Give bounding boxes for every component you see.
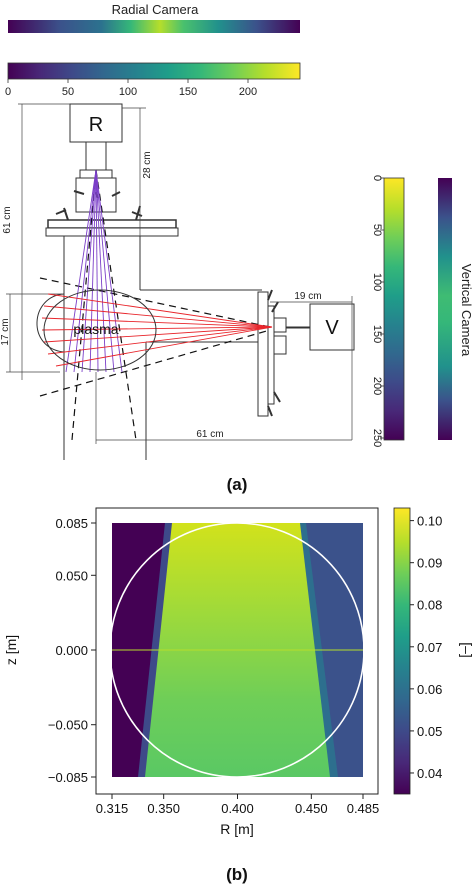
y-axis: 0.085 0.050 0.000 −0.050 −0.085: [48, 516, 96, 785]
dimension-lines: [6, 103, 353, 444]
x-tick-label: 0.350: [147, 801, 180, 816]
camera-v-label: V: [325, 317, 339, 339]
vertical-rays: [41, 293, 273, 367]
panel-a-label: (a): [227, 475, 248, 494]
plasma-region: [43, 289, 157, 371]
vertical-tick-label: 250: [371, 429, 383, 447]
heatmap-colorbar: [393, 507, 411, 795]
y-tick-label: 0.085: [55, 516, 88, 531]
x-tick-label: 0.450: [295, 801, 328, 816]
panel-a: Radial Camera 0 50 100 150 200: [0, 2, 474, 494]
x-tick-label: 0.315: [96, 801, 129, 816]
colorbar-tick-label: 0.04: [417, 766, 442, 781]
radial-camera-profile: [8, 20, 300, 33]
camera-r-label: R: [89, 114, 103, 136]
radial-colorbar: [7, 62, 301, 80]
vertical-tick-label: 50: [371, 224, 383, 236]
colorbar-tick-label: 0.07: [417, 640, 442, 655]
colorbar-unit-label: [–]: [459, 642, 474, 658]
colorbar-tick-label: 0.09: [417, 556, 442, 571]
plasma-label: plasma: [73, 321, 118, 337]
x-tick-label: 0.400: [221, 801, 254, 816]
radial-tick-label: 200: [239, 86, 257, 98]
y-tick-label: −0.085: [48, 770, 88, 785]
panel-b-label: (b): [226, 865, 248, 884]
y-tick-label: 0.000: [55, 643, 88, 658]
y-axis-label: z [m]: [3, 635, 19, 665]
vertical-tick-label: 100: [371, 273, 383, 291]
vertical-tick-label: 0: [371, 175, 383, 181]
x-axis-label: R [m]: [220, 821, 253, 837]
radial-tick-label: 150: [179, 86, 197, 98]
colorbar-ticks: 0.10 0.09 0.08 0.07 0.06 0.05 0.04: [410, 514, 442, 781]
camera-v-box: [309, 303, 355, 351]
heatmap: [112, 523, 363, 777]
x-axis: 0.315 0.350 0.400 0.450 0.485: [96, 794, 380, 816]
dimension-label: 61 cm: [2, 206, 13, 233]
colorbar-tick-label: 0.10: [417, 514, 442, 529]
radial-tick-label: 50: [62, 86, 74, 98]
annotation-circle: [109, 522, 365, 778]
viewing-cone: [39, 169, 271, 441]
colorbar-tick-label: 0.05: [417, 724, 442, 739]
colorbar-tick-label: 0.08: [417, 598, 442, 613]
y-tick-label: −0.050: [48, 718, 88, 733]
y-tick-label: 0.050: [55, 568, 88, 583]
vertical-colorbar: [383, 177, 405, 441]
vessel-schematic: [36, 103, 355, 460]
vertical-camera-profile: [438, 178, 452, 440]
radial-colorbar-ticks: [7, 79, 249, 83]
vertical-tick-label: 200: [371, 377, 383, 395]
dimension-label: 28 cm: [142, 151, 153, 178]
vertical-camera-title: Vertical Camera: [459, 264, 474, 357]
x-tick-label: 0.485: [347, 801, 380, 816]
vertical-tick-label: 150: [371, 325, 383, 343]
dimension-label: 19 cm: [294, 291, 321, 302]
radial-tick-label: 100: [119, 86, 137, 98]
radial-tick-label: 0: [5, 86, 11, 98]
camera-r-box: [69, 103, 123, 143]
dimension-label: 17 cm: [0, 318, 11, 345]
panel-b: 0.315 0.350 0.400 0.450 0.485 0.085 0.050 0.00…: [3, 507, 474, 884]
radial-camera-title: Radial Camera: [112, 2, 199, 17]
dimension-label: 61 cm: [196, 429, 223, 440]
colorbar-tick-label: 0.06: [417, 682, 442, 697]
